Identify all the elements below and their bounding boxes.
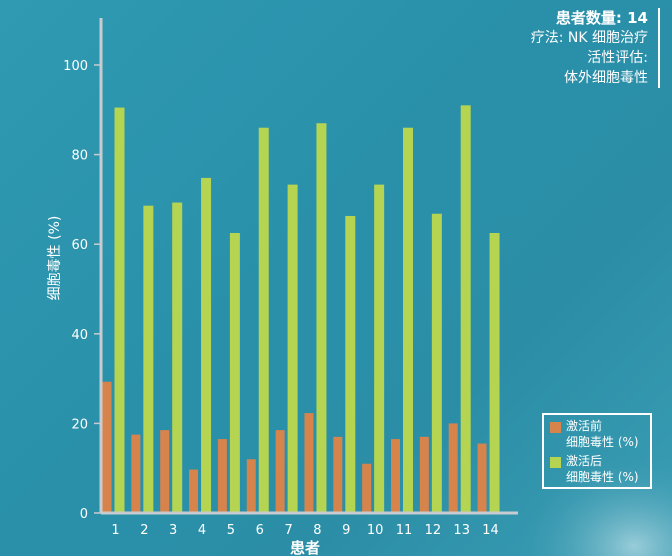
bar-before-patient-8 bbox=[304, 413, 314, 513]
x-tick-label: 2 bbox=[140, 523, 148, 538]
bar-before-patient-5 bbox=[217, 439, 227, 513]
y-tick-label: 80 bbox=[71, 149, 88, 164]
bar-before-patient-12 bbox=[419, 436, 429, 513]
bar-after-patient-2 bbox=[143, 205, 154, 513]
patient-info-box: 患者数量: 14 疗法: NK 细胞治疗 活性评估: 体外细胞毒性 bbox=[498, 8, 660, 88]
bar-before-patient-1 bbox=[102, 381, 112, 513]
bar-before-patient-2 bbox=[131, 434, 141, 513]
assessment-label: 活性评估: bbox=[587, 50, 648, 66]
x-tick-label: 3 bbox=[169, 523, 177, 538]
bar-after-patient-14 bbox=[489, 233, 500, 513]
bar-after-patient-5 bbox=[229, 233, 240, 513]
x-tick-label: 9 bbox=[342, 523, 350, 538]
x-tick-label: 10 bbox=[367, 523, 384, 538]
x-tick-label: 1 bbox=[111, 523, 119, 538]
bar-after-patient-8 bbox=[316, 123, 327, 514]
bar-after-patient-6 bbox=[258, 127, 269, 513]
bar-after-patient-10 bbox=[374, 184, 385, 513]
bar-before-patient-3 bbox=[160, 430, 170, 513]
patient-count: 患者数量: 14 bbox=[555, 9, 648, 27]
bar-before-patient-10 bbox=[362, 463, 372, 513]
bar-after-patient-13 bbox=[460, 105, 471, 513]
bar-after-patient-4 bbox=[201, 177, 212, 513]
bar-after-patient-3 bbox=[172, 202, 183, 513]
x-tick-label: 7 bbox=[284, 523, 292, 538]
bar-after-patient-7 bbox=[287, 184, 298, 513]
bar-before-patient-13 bbox=[448, 423, 458, 513]
bar-before-patient-11 bbox=[391, 439, 400, 513]
x-tick-label: 4 bbox=[198, 523, 206, 538]
bar-after-patient-11 bbox=[403, 127, 413, 513]
bar-after-patient-9 bbox=[345, 215, 356, 513]
bar-before-patient-14 bbox=[477, 443, 487, 513]
y-tick-label: 0 bbox=[80, 507, 88, 522]
bar-after-patient-1 bbox=[114, 107, 125, 513]
legend-swatch-before bbox=[550, 422, 561, 433]
legend-label-after: 激活后 细胞毒性 (%) bbox=[566, 454, 639, 484]
bar-before-patient-6 bbox=[246, 459, 256, 513]
assessment-method: 体外细胞毒性 bbox=[564, 70, 648, 86]
x-tick-label: 14 bbox=[482, 523, 499, 538]
y-tick-label: 20 bbox=[71, 417, 88, 432]
bar-after-patient-12 bbox=[431, 213, 442, 513]
bar-before-patient-7 bbox=[275, 430, 285, 513]
bar-before-patient-9 bbox=[333, 436, 343, 513]
x-tick-label: 13 bbox=[453, 523, 470, 538]
y-tick-label: 100 bbox=[63, 59, 88, 74]
x-tick-label: 11 bbox=[396, 523, 413, 538]
therapy-label: 疗法: NK 细胞治疗 bbox=[530, 30, 648, 46]
x-tick-label: 5 bbox=[227, 523, 235, 538]
x-axis-title: 患者 bbox=[290, 539, 320, 556]
legend-swatch-after bbox=[550, 457, 561, 468]
y-axis-title: 细胞毒性 (%) bbox=[47, 216, 63, 301]
x-tick-label: 12 bbox=[425, 523, 442, 538]
chart-legend: 激活前 细胞毒性 (%) 激活后 细胞毒性 (%) bbox=[542, 413, 652, 489]
bar-before-patient-4 bbox=[189, 469, 199, 513]
y-tick-label: 40 bbox=[71, 328, 88, 343]
legend-label-before: 激活前 细胞毒性 (%) bbox=[566, 419, 639, 449]
x-tick-label: 6 bbox=[256, 523, 264, 538]
x-tick-label: 8 bbox=[313, 523, 321, 538]
y-tick-label: 60 bbox=[71, 238, 88, 253]
